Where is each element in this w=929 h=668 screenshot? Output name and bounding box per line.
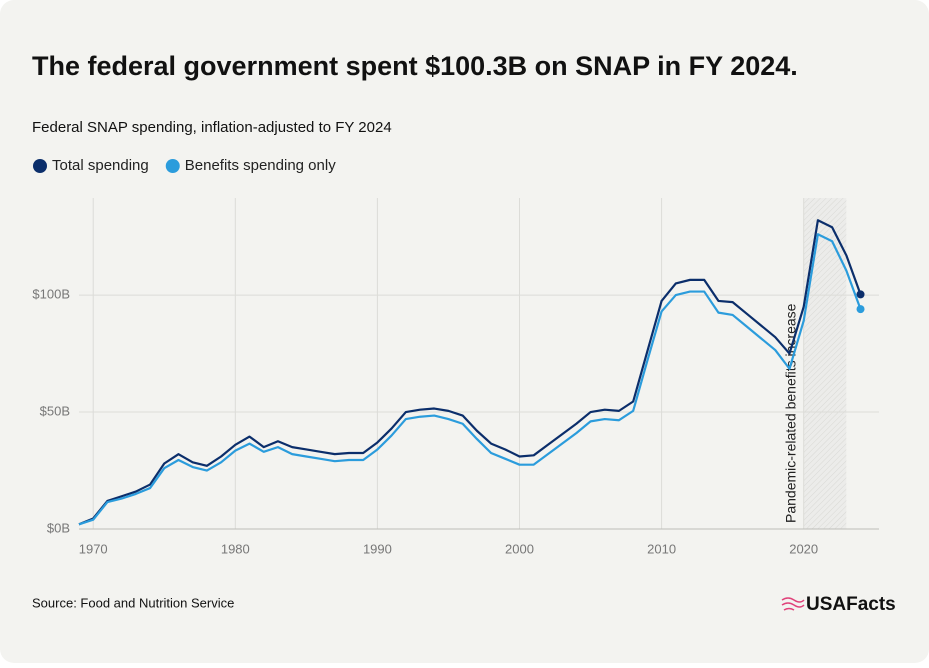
x-tick-label: 2020 <box>789 541 818 556</box>
source: Source: Food and Nutrition Service <box>32 595 234 610</box>
legend-label: Benefits spending only <box>185 157 336 174</box>
series-line <box>78 233 862 526</box>
x-tick-label: 2000 <box>505 541 534 556</box>
legend-marker <box>33 159 47 173</box>
end-point <box>856 290 865 299</box>
x-tick-label: 1990 <box>363 541 392 556</box>
logo-icon <box>781 597 805 611</box>
y-tick-label: $50B <box>40 403 70 418</box>
y-tick-label: $0B <box>47 520 70 535</box>
x-tick-label: 1970 <box>79 541 108 556</box>
legend-marker <box>165 159 180 173</box>
chart-title: The federal government spent $100.3B on … <box>32 51 798 81</box>
chart-subtitle: Federal SNAP spending, inflation-adjuste… <box>32 119 392 136</box>
series-line <box>78 219 862 526</box>
annotation-text: Pandemic-related benefits increase <box>782 303 798 523</box>
logo: USAFacts <box>806 594 896 615</box>
end-point <box>856 305 865 314</box>
annotation-band <box>803 198 847 529</box>
y-tick-label: $100B <box>32 287 70 302</box>
x-tick-label: 1980 <box>221 541 250 556</box>
legend-label: Total spending <box>52 157 149 174</box>
x-tick-label: 2010 <box>647 541 676 556</box>
